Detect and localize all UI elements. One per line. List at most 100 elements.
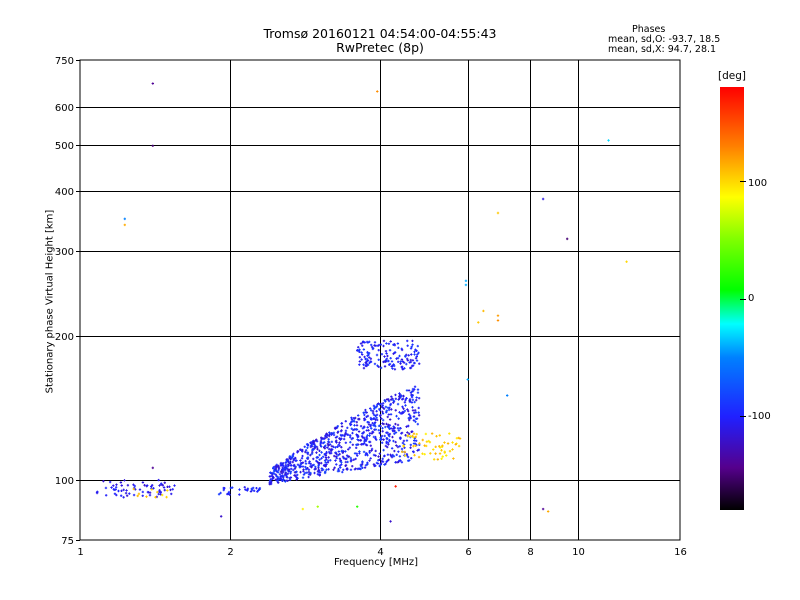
scatter-point [325, 468, 328, 471]
scatter-point [391, 429, 395, 432]
scatter-point [132, 487, 135, 491]
scatter-point [412, 415, 416, 418]
y-tick-label: 400 [55, 187, 74, 198]
scatter-point [382, 454, 386, 458]
scatter-point [321, 455, 325, 458]
scatter-point [434, 445, 437, 449]
x-tick-label: 1 [77, 547, 83, 558]
scatter-point [406, 455, 410, 459]
scatter-point [124, 491, 128, 495]
scatter-point [350, 437, 353, 441]
scatter-point [392, 364, 396, 368]
scatter-point [389, 357, 392, 360]
scatter-point [371, 411, 375, 415]
scatter-point [364, 408, 367, 412]
scatter-point [337, 467, 340, 471]
scatter-point [298, 448, 302, 451]
scatter-point [364, 361, 367, 364]
scatter-point [400, 432, 403, 435]
scatter-point [148, 491, 152, 494]
scatter-point [300, 457, 304, 460]
scatter-point [278, 473, 282, 476]
scatter-point [363, 438, 367, 441]
scatter-point [304, 459, 307, 463]
scatter-point [339, 466, 342, 469]
scatter-point [403, 409, 407, 413]
scatter-point [356, 505, 359, 508]
scatter-point [152, 487, 155, 490]
x-axis-label: Frequency [MHz] [334, 557, 419, 568]
scatter-point [410, 353, 413, 356]
scatter-point [361, 353, 364, 356]
scatter-point [541, 197, 545, 201]
scatter-point [335, 452, 338, 456]
scatter-point [405, 389, 409, 392]
scatter-point [374, 428, 378, 431]
scatter-point [412, 432, 416, 435]
scatter-point [440, 449, 443, 452]
scatter-point [379, 438, 382, 441]
scatter-point [373, 341, 377, 344]
scatter-point [362, 450, 366, 454]
scatter-point [363, 355, 366, 359]
scatter-point [323, 441, 326, 444]
scatter-point [244, 488, 247, 491]
scatter-point [337, 453, 340, 457]
scatter-point [356, 435, 359, 438]
scatter-point [464, 279, 468, 283]
scatter-point [304, 462, 308, 465]
scatter-point [353, 420, 356, 423]
scatter-point [440, 457, 443, 460]
scatter-point [406, 359, 410, 362]
scatter-point [375, 438, 378, 441]
scatter-point [158, 484, 161, 487]
scatter-point [231, 486, 234, 489]
scatter-point [392, 455, 396, 458]
y-tick-label: 750 [55, 56, 74, 67]
colorbar-tick-0: 0 [748, 293, 755, 304]
scatter-point [333, 466, 336, 469]
scatter-point [350, 416, 353, 419]
scatter-point [429, 452, 432, 455]
scatter-point [128, 492, 131, 495]
phases-x-stats: mean, sd,X: 94.7, 28.1 [608, 44, 717, 55]
scatter-point [292, 452, 295, 456]
scatter-point [336, 469, 340, 473]
scatter-point [274, 478, 277, 481]
scatter-point [409, 435, 412, 438]
scatter-point [327, 440, 330, 443]
scatter-point [357, 430, 361, 433]
scatter-point [441, 455, 444, 458]
scatter-point [386, 437, 389, 440]
scatter-point [320, 467, 324, 470]
scatter-point [269, 471, 272, 475]
scatter-point [409, 366, 413, 370]
scatter-point [366, 414, 370, 418]
scatter-point [387, 359, 390, 363]
scatter-point [395, 414, 398, 418]
scatter-point [281, 474, 284, 477]
scatter-point [318, 471, 322, 474]
scatter-point [388, 418, 392, 421]
scatter-point [285, 473, 288, 477]
scatter-point [356, 443, 359, 446]
scatter-point [301, 507, 305, 511]
scatter-point [292, 464, 296, 468]
scatter-point [219, 515, 223, 518]
scatter-point [390, 447, 394, 450]
scatter-point [409, 414, 412, 418]
scatter-point [287, 464, 290, 467]
scatter-point [296, 473, 299, 477]
scatter-point [398, 427, 402, 430]
scatter-point [113, 492, 117, 495]
scatter-point [388, 363, 391, 366]
scatter-point [401, 405, 404, 408]
scatter-point [375, 413, 379, 417]
scatter-point [401, 410, 404, 414]
scatter-point [389, 520, 392, 523]
scatter-point [413, 409, 417, 412]
scatter-point [329, 449, 333, 453]
scatter-point [389, 427, 393, 430]
scatter-point [338, 444, 341, 447]
scatter-point [326, 446, 329, 449]
